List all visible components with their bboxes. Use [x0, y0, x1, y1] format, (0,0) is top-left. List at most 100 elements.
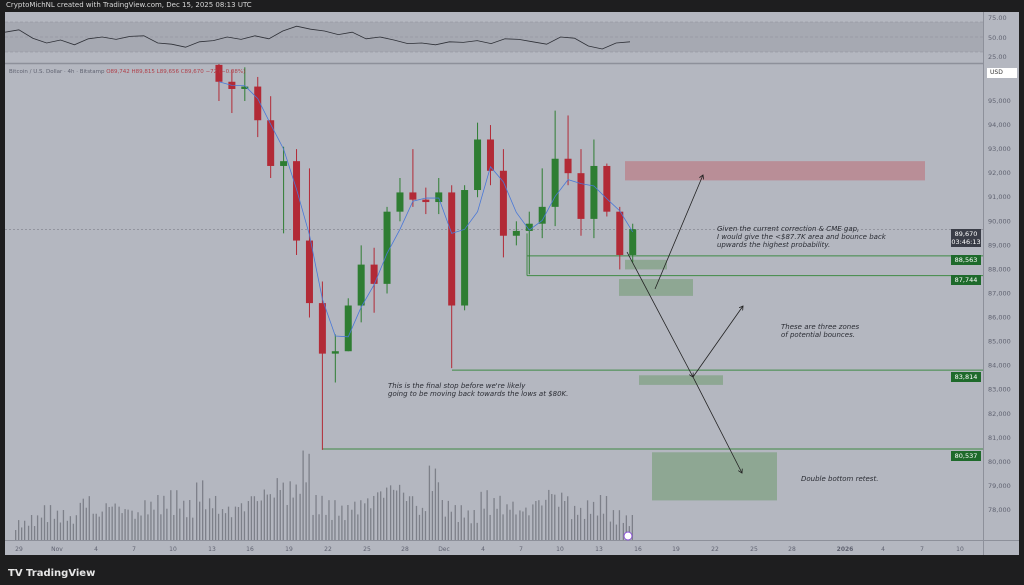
volume-bar [367, 498, 369, 540]
resistance-zone [625, 161, 925, 181]
volume-bar [351, 509, 353, 540]
volume-bar [227, 506, 230, 540]
volume-bar [499, 495, 501, 540]
annotation-zones: These are three zones of potential bounc… [781, 323, 859, 339]
volume-bar [108, 506, 110, 540]
volume-bar [561, 492, 563, 540]
price-tick-label: 88,000 [988, 265, 1011, 273]
candle-body [280, 161, 288, 166]
candle-body [267, 120, 275, 166]
candle-body [448, 192, 456, 306]
rsi-tick-label: 75.00 [988, 14, 1007, 22]
time-tick-label: 29 [15, 546, 23, 553]
volume-bar [59, 522, 62, 540]
volume-bar [567, 496, 569, 540]
volume-bar [131, 510, 133, 540]
tv-icon: 𝗧𝗩 [8, 568, 27, 579]
chart-credit: CryptoMichNL created with TradingView.co… [6, 1, 252, 9]
candle-body [318, 303, 326, 354]
candle-body [331, 351, 339, 354]
volume-bar [166, 508, 168, 540]
volume-bar [612, 510, 615, 540]
volume-bar [502, 514, 504, 540]
volume-bar [260, 500, 262, 540]
volume-bar [599, 495, 602, 540]
volume-bar [114, 503, 116, 540]
candle-body [525, 223, 533, 231]
candle-body [383, 211, 391, 284]
volume-bar [49, 505, 52, 540]
annotation-line: Given the current correction & CME gap, [717, 225, 860, 233]
volume-bar [250, 496, 253, 540]
currency-button[interactable]: USD [987, 68, 1017, 78]
volume-bar [82, 498, 84, 540]
candle-body [344, 305, 352, 352]
volume-bar [496, 508, 498, 540]
price-tick-label: 94,000 [988, 121, 1011, 129]
volume-bar [450, 511, 452, 540]
volume-bar [354, 501, 356, 540]
volume-bar [592, 501, 595, 540]
volume-bar [276, 478, 278, 540]
volume-bar [596, 515, 599, 540]
annotation-line: I would give the <$87.7K area and bounce… [717, 233, 886, 241]
volume-bar [551, 494, 553, 540]
volume-bar [583, 518, 586, 540]
volume-bar [418, 514, 421, 540]
volume-bar [483, 508, 485, 540]
volume-bar [247, 501, 250, 540]
volume-bar [192, 517, 194, 540]
volume-bar [437, 482, 440, 540]
price-tick-label: 91,000 [988, 193, 1011, 201]
volume-bar [360, 500, 362, 540]
volume-bar [205, 509, 207, 540]
candle-body [254, 86, 262, 121]
volume-bar [221, 509, 224, 540]
volume-bar [124, 509, 126, 540]
volume-bar [602, 513, 605, 540]
volume-bar [548, 489, 550, 540]
time-tick-label: 2026 [837, 546, 854, 553]
time-tick-label: Nov [51, 546, 63, 553]
chart-frame[interactable] [5, 12, 1019, 555]
price-tick-label: 90,000 [988, 217, 1011, 225]
annotation-line: upwards the highest probability. [717, 241, 831, 249]
time-tick-label: 16 [634, 546, 642, 553]
price-tick-label: 80,000 [988, 458, 1011, 466]
time-tick-label: 22 [711, 546, 719, 553]
annotation-line: of potential bounces. [781, 331, 855, 339]
volume-bar [196, 482, 198, 540]
volume-bar [463, 517, 465, 540]
volume-bar [160, 514, 162, 540]
volume-bar [53, 518, 56, 540]
volume-bar [506, 504, 508, 540]
bounce-zone [625, 259, 667, 270]
volume-bar [434, 468, 437, 540]
volume-bar [157, 495, 159, 540]
tradingview-logo[interactable]: 𝗧𝗩 TradingView [8, 568, 95, 579]
volume-bar [447, 500, 449, 540]
volume-bar [183, 500, 185, 540]
volume-bar [421, 507, 424, 540]
candle-body [551, 158, 559, 207]
volume-bar [570, 519, 573, 540]
volume-bar [564, 500, 566, 540]
volume-bar [208, 498, 211, 540]
volume-bar [509, 509, 511, 540]
volume-bar [586, 500, 589, 540]
volume-bar [528, 515, 530, 540]
volume-bar [98, 516, 100, 540]
volume-bar [279, 490, 281, 540]
annotation-final-stop: This is the final stop before we're like… [388, 382, 568, 398]
volume-bar [392, 489, 395, 540]
volume-bar [370, 508, 372, 540]
volume-bar [408, 496, 411, 540]
volume-bar [230, 517, 233, 540]
volume-bar [105, 503, 107, 540]
volume-bar [189, 500, 191, 540]
volume-bar [489, 514, 491, 540]
volume-bar [24, 520, 26, 540]
volume-bar [21, 527, 23, 540]
event-marker-icon [623, 531, 633, 541]
